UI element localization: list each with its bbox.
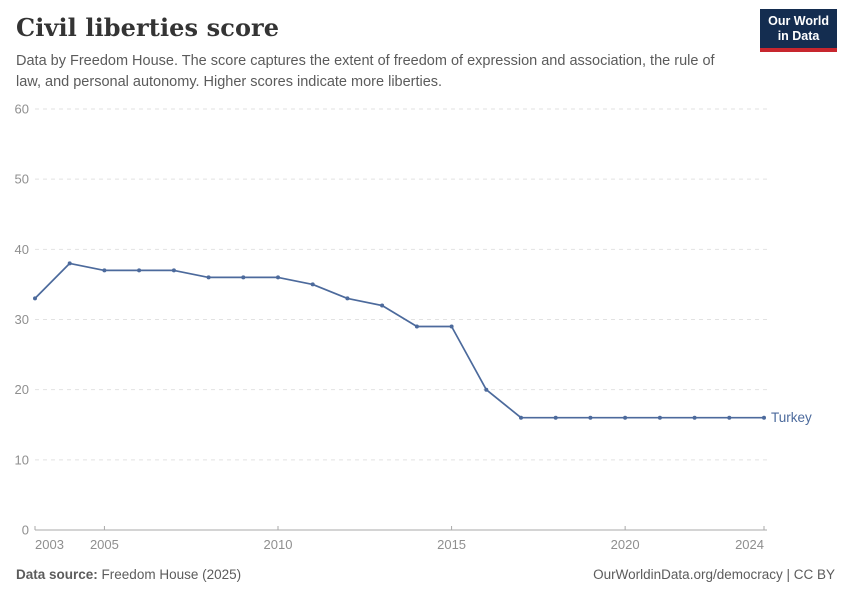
data-point[interactable] [206,275,211,280]
x-axis-label: 2015 [437,537,466,552]
chart-subtitle-line2: law, and personal autonomy. Higher score… [16,74,443,90]
data-point[interactable] [449,324,454,329]
data-point[interactable] [762,415,766,420]
chart-footer: Data source: Freedom House (2025) OurWor… [16,567,835,582]
data-point[interactable] [519,415,523,420]
x-axis-label: 2020 [611,537,640,552]
series-line[interactable] [34,262,764,419]
y-axis-label: 0 [22,523,29,538]
series-label[interactable]: Turkey [771,410,812,425]
data-point[interactable] [171,268,176,273]
data-point[interactable] [484,387,489,392]
y-axis-label: 60 [15,102,29,117]
data-point[interactable] [276,275,280,280]
y-axis-label: 30 [15,312,29,327]
data-source: Data source: Freedom House (2025) [16,567,241,582]
data-point[interactable] [241,275,246,280]
data-point[interactable] [414,324,419,329]
owid-logo-line2: in Data [777,29,820,43]
x-axis-label: 2024 [735,537,764,552]
data-point[interactable] [67,261,72,266]
data-point[interactable] [345,296,350,301]
data-source-value: Freedom House (2025) [101,567,242,582]
data-point[interactable] [623,415,628,420]
data-point[interactable] [692,415,697,420]
line-chart[interactable]: 0 10 20 30 40 50 60 2003 2005 2010 2015 2020 2024 Tur… [0,100,850,560]
x-axis-label: 2010 [264,537,293,552]
y-axis-label: 40 [15,242,29,257]
owid-logo-line1: Our World [768,14,829,28]
data-point[interactable] [310,282,315,287]
x-axis-label: 2005 [90,537,119,552]
y-axis-label: 10 [15,452,29,467]
data-point[interactable] [102,268,107,273]
data-point[interactable] [137,268,142,273]
data-point[interactable] [657,415,662,420]
data-source-label: Data source: [16,567,98,582]
y-axis-label: 50 [15,172,29,187]
chart-subtitle: Data by Freedom House. The score capture… [16,51,715,93]
chart-subtitle-line1: Data by Freedom House. The score capture… [16,53,715,69]
y-axis-label: 20 [15,382,29,397]
data-point[interactable] [553,415,558,420]
x-axis-label: 2003 [35,537,64,552]
data-point[interactable] [380,303,385,308]
data-point[interactable] [33,296,37,301]
data-point[interactable] [727,415,732,420]
license-link[interactable]: OurWorldinData.org/democracy | CC BY [593,567,835,582]
page-title: Civil liberties score [16,13,280,42]
owid-logo[interactable]: Our World in Data [760,9,837,52]
data-point[interactable] [588,415,593,420]
